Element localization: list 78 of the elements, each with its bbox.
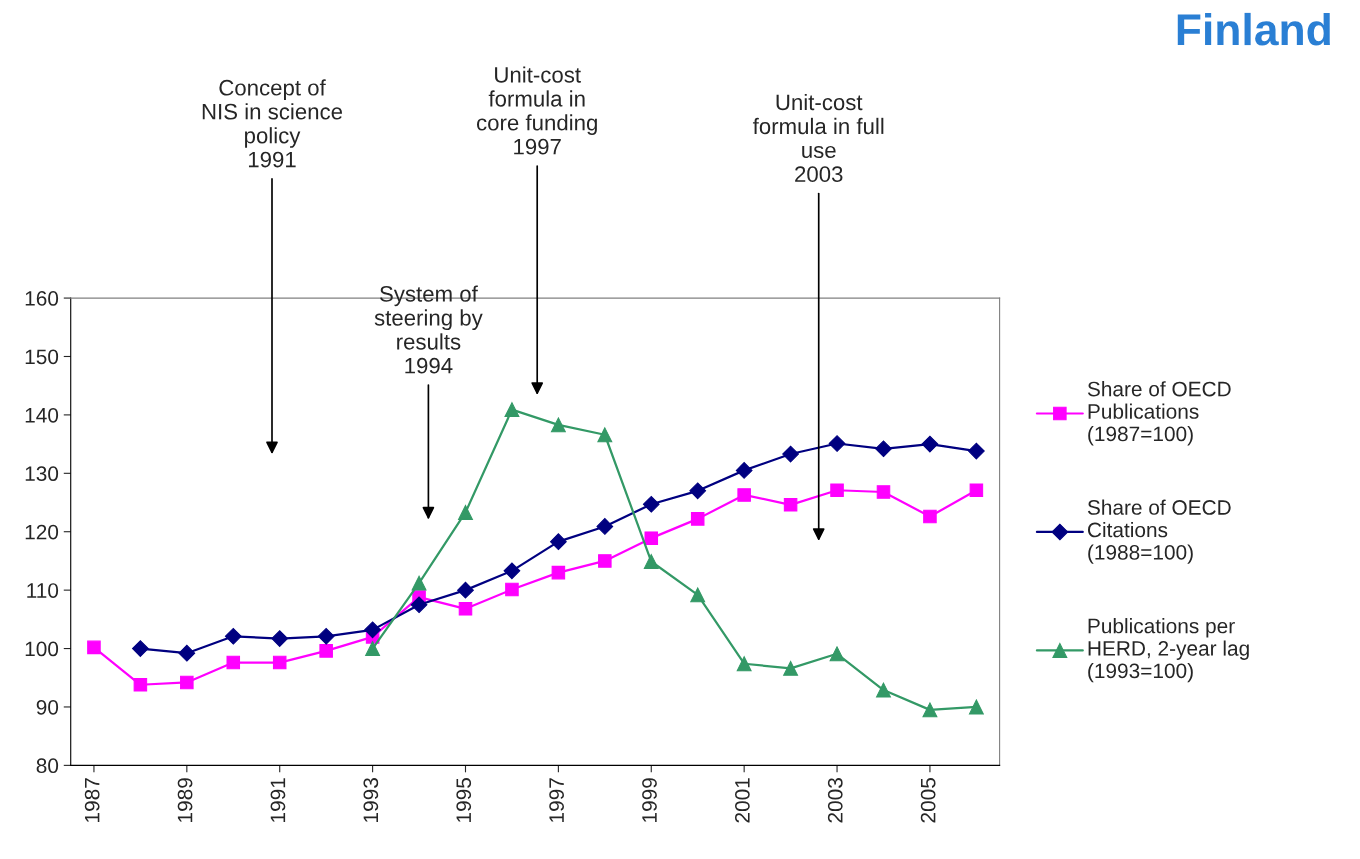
y-tick-label: 90 bbox=[36, 699, 59, 715]
point bbox=[876, 485, 891, 499]
point bbox=[689, 482, 707, 500]
point bbox=[458, 504, 473, 520]
point bbox=[690, 587, 706, 603]
x-tick-label: 1995 bbox=[456, 778, 472, 822]
x-tick-label: 1987 bbox=[84, 778, 100, 822]
y-tick-label: 120 bbox=[25, 524, 59, 540]
x-tick-label: 1999 bbox=[642, 778, 657, 822]
y-tick-label: 160 bbox=[25, 291, 59, 306]
point bbox=[133, 677, 148, 692]
point bbox=[319, 644, 333, 658]
point bbox=[783, 498, 798, 512]
x-tick-label: 2005 bbox=[920, 778, 936, 823]
point bbox=[968, 442, 985, 460]
point bbox=[504, 402, 520, 418]
y-tick-label: 110 bbox=[27, 583, 59, 598]
x-tick-label: 2001 bbox=[735, 778, 750, 823]
point bbox=[226, 655, 241, 670]
point bbox=[180, 675, 194, 690]
point bbox=[598, 554, 612, 568]
point bbox=[132, 640, 149, 657]
point bbox=[923, 509, 937, 524]
point bbox=[735, 462, 753, 479]
y-tick-label: 80 bbox=[36, 758, 59, 774]
annotation: System of steering by results 1994 bbox=[374, 285, 483, 374]
point bbox=[830, 483, 844, 498]
point bbox=[551, 565, 566, 580]
point bbox=[457, 581, 474, 599]
point bbox=[224, 627, 242, 645]
point bbox=[87, 640, 101, 655]
point bbox=[875, 440, 892, 458]
point bbox=[365, 641, 381, 657]
point bbox=[829, 646, 845, 662]
point bbox=[782, 445, 799, 463]
point bbox=[272, 655, 287, 670]
text: Unit-cost formula in full use 2003 bbox=[752, 93, 884, 183]
point bbox=[597, 427, 613, 443]
x-tick-label: 1991 bbox=[270, 778, 286, 822]
point bbox=[503, 562, 521, 580]
point bbox=[410, 596, 428, 614]
point bbox=[736, 656, 752, 672]
point bbox=[783, 660, 799, 676]
x-tick-label: 1997 bbox=[549, 778, 564, 822]
y-tick-label: 100 bbox=[25, 641, 59, 657]
point bbox=[505, 582, 519, 597]
point bbox=[317, 627, 335, 645]
point bbox=[458, 602, 473, 616]
point bbox=[737, 488, 751, 502]
point bbox=[968, 699, 984, 715]
legend-label: Publications per HERD, 2-year lag (1993=100) bbox=[1088, 618, 1249, 683]
point bbox=[550, 417, 566, 433]
point bbox=[364, 621, 381, 639]
y-tick-label: 130 bbox=[25, 466, 59, 482]
legend-label: Share of OECD Citations (1988=100) bbox=[1087, 499, 1231, 564]
point bbox=[596, 518, 614, 535]
point bbox=[271, 630, 289, 647]
y-tick-label: 150 bbox=[25, 349, 59, 365]
point bbox=[550, 533, 567, 551]
x-tick-label: 1989 bbox=[177, 778, 193, 822]
point bbox=[876, 682, 891, 698]
point bbox=[411, 575, 427, 591]
point bbox=[644, 531, 659, 545]
text: Unit-cost formula in core funding 1997 bbox=[477, 66, 597, 155]
text: Finland bbox=[1177, 12, 1330, 46]
point bbox=[922, 702, 938, 718]
point bbox=[642, 495, 660, 513]
y-tick-label: 140 bbox=[25, 407, 59, 423]
x-tick-label: 1993 bbox=[363, 778, 379, 822]
point bbox=[969, 483, 984, 498]
text: Concept of NIS in science policy 1991 bbox=[202, 79, 343, 168]
point bbox=[828, 435, 846, 452]
point bbox=[690, 512, 705, 526]
point bbox=[178, 644, 196, 662]
point bbox=[921, 435, 939, 453]
x-tick-label: 2003 bbox=[827, 778, 843, 823]
legend-label: Share of OECD Publications (1987=100) bbox=[1087, 381, 1231, 446]
point bbox=[643, 554, 659, 569]
